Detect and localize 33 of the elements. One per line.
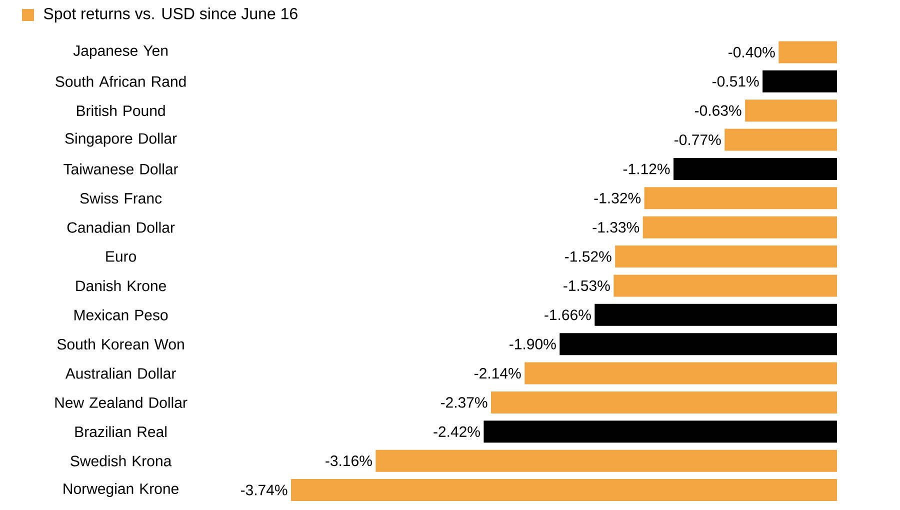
data-label: -0.63% bbox=[694, 105, 742, 116]
data-label: -3.16% bbox=[326, 456, 372, 466]
y-tick-label: Taiwanese Dollar bbox=[64, 163, 178, 174]
y-tick-label: Swedish Krona bbox=[70, 455, 172, 466]
y-tick-label: Brazilian Real bbox=[75, 426, 166, 438]
y-tick-label: South African Rand bbox=[56, 76, 186, 87]
y-tick-label: Swiss Franc bbox=[80, 192, 162, 204]
y-tick-label: South Korean Won bbox=[57, 338, 184, 350]
y-tick-label: Japanese Yen bbox=[73, 45, 168, 59]
data-label: -2.37% bbox=[440, 397, 488, 408]
y-tick-label: British Pound bbox=[77, 105, 165, 116]
y-tick-label: Singapore Dollar bbox=[65, 132, 177, 147]
data-label: -1.52% bbox=[565, 251, 612, 262]
data-label: -1.32% bbox=[594, 192, 641, 204]
data-label: -1.33% bbox=[592, 222, 640, 233]
data-label: -0.77% bbox=[674, 134, 721, 146]
data-label: -2.14% bbox=[474, 368, 521, 379]
data-label: -1.90% bbox=[510, 338, 556, 350]
y-tick-label: Euro bbox=[106, 251, 136, 262]
data-label: -1.12% bbox=[623, 164, 670, 174]
y-tick-label: Norwegian Krone bbox=[64, 483, 178, 497]
y-tick-label: Mexican Peso bbox=[74, 309, 168, 320]
y-tick-label: Canadian Dollar bbox=[67, 222, 175, 233]
y-tick-label: Australian Dollar bbox=[65, 368, 176, 379]
y-tick-label: New Zealand Dollar bbox=[55, 396, 188, 408]
y-tick-label: Danish Krone bbox=[76, 280, 166, 292]
data-label: -0.40% bbox=[728, 46, 775, 58]
legend-label: Spot returns vs. USD since June 16 bbox=[44, 8, 298, 22]
data-label: -2.42% bbox=[434, 426, 480, 437]
data-label: -0.51% bbox=[712, 76, 759, 87]
data-label: -1.53% bbox=[564, 280, 610, 291]
data-label: -3.74% bbox=[240, 484, 288, 496]
data-label: -1.66% bbox=[544, 310, 591, 320]
